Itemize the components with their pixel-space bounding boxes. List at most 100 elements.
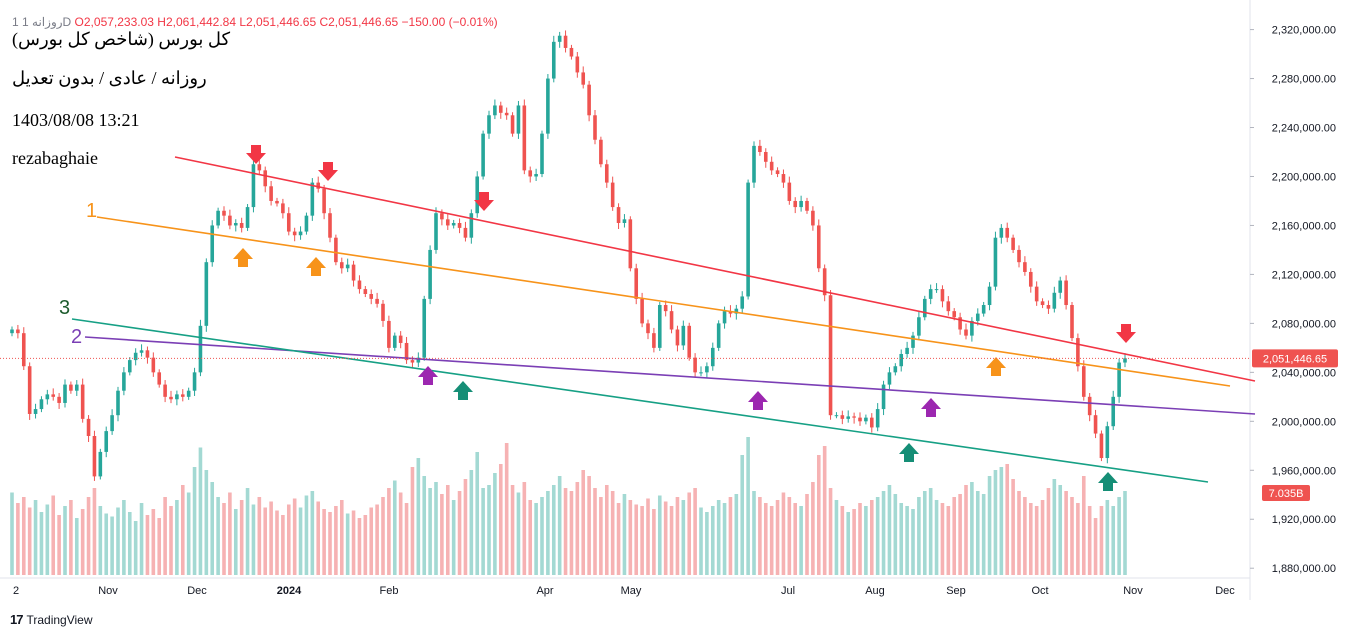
tradingview-logo[interactable]: 17 TradingView (10, 612, 93, 627)
volume-bar (763, 503, 768, 575)
candle-body (975, 313, 980, 321)
trendline-orange-1 (96, 216, 1231, 387)
candle-body (328, 213, 332, 238)
volume-bar (1105, 500, 1110, 575)
candle-body (1017, 249, 1021, 263)
volume-bar (1093, 518, 1098, 575)
volume-bar (534, 503, 538, 575)
candle-body (1105, 426, 1110, 459)
candle-body (716, 323, 721, 348)
candle-body (675, 329, 680, 346)
volume-bar (575, 482, 580, 575)
volume-bar (905, 506, 909, 575)
volume-bar (722, 503, 727, 575)
candle-body (45, 394, 50, 400)
volume-bar (328, 512, 332, 575)
candle-body (481, 133, 485, 177)
candle-body (1070, 305, 1074, 339)
trendline-red (174, 156, 1256, 382)
candle-body (127, 360, 132, 373)
volume-bar (110, 516, 114, 575)
volume-bar (822, 446, 827, 575)
candle-body (893, 366, 898, 373)
volume-bar (481, 488, 485, 575)
candle-body (869, 417, 874, 428)
volume-bar (852, 509, 856, 575)
chart-author: rezabaghaie (12, 148, 98, 168)
volume-bar (381, 497, 385, 575)
volume-bar (811, 482, 815, 575)
candle-body (669, 311, 674, 330)
volume-bar (510, 485, 515, 575)
volume-bar (816, 455, 821, 575)
candle-body (728, 311, 733, 314)
volume-bar (587, 476, 591, 575)
y-tick-label: 2,240,000.00 (1272, 123, 1336, 135)
candle-body (811, 210, 815, 226)
x-tick-label: Aug (865, 585, 885, 597)
volume-bar (1046, 488, 1051, 575)
volume-bar (116, 507, 120, 575)
candle-body (987, 286, 992, 306)
candle-body (652, 333, 656, 348)
x-tick-label: Oct (1031, 585, 1048, 597)
volume-bar (157, 518, 162, 575)
x-tick-label: Jul (781, 585, 795, 597)
volume-bar (940, 503, 945, 575)
candle-body (428, 249, 432, 299)
volume-bar (351, 510, 356, 575)
arrow-up-icon (899, 443, 919, 462)
volume-bar (964, 485, 968, 575)
candle-body (1034, 286, 1039, 302)
candle-body (846, 416, 851, 419)
volume-bar (493, 473, 497, 575)
volume-bar (1011, 479, 1015, 575)
volume-bar (610, 491, 615, 575)
volume-bar (652, 509, 656, 575)
candle-body (646, 323, 650, 334)
volume-bar (151, 509, 156, 575)
candle-body (186, 390, 191, 397)
candle-body (169, 396, 173, 400)
volume-bar (410, 467, 415, 575)
volume-bar (192, 467, 197, 575)
candle-body (475, 176, 480, 214)
candle-body (51, 394, 56, 397)
volume-bar (175, 500, 179, 575)
volume-bar (451, 500, 456, 575)
volume-bar (546, 491, 550, 575)
candle-body (416, 357, 421, 363)
arrow-up-icon (1098, 472, 1118, 491)
candle-body (557, 35, 562, 42)
volume-bar (899, 503, 904, 575)
volume-bar (104, 513, 109, 575)
candle-body (534, 174, 538, 177)
candle-body (157, 372, 162, 385)
candle-body (263, 170, 268, 187)
candle-body (1087, 396, 1092, 416)
x-tick-label: Apr (536, 585, 553, 597)
candle-body (10, 329, 14, 334)
volume-bar (1028, 503, 1033, 575)
volume-bar (469, 470, 474, 575)
candle-body (122, 372, 126, 391)
arrow-up-icon (233, 248, 253, 267)
volume-bar (27, 507, 32, 575)
volume-bar (375, 504, 379, 575)
volume-bar (516, 492, 521, 575)
candle-body (304, 215, 309, 232)
volume-bar (298, 507, 303, 575)
candle-body (192, 372, 197, 391)
candle-body (145, 350, 150, 358)
candle-body (922, 298, 927, 318)
volume-bar (675, 497, 680, 575)
volume-bar (752, 491, 756, 575)
candle-body (640, 298, 644, 324)
volume-bar (198, 447, 203, 575)
volume-bar (893, 494, 898, 575)
candle-body (657, 305, 662, 348)
candle-body (616, 207, 621, 223)
volume-bar (80, 509, 85, 575)
candle-body (528, 170, 533, 177)
